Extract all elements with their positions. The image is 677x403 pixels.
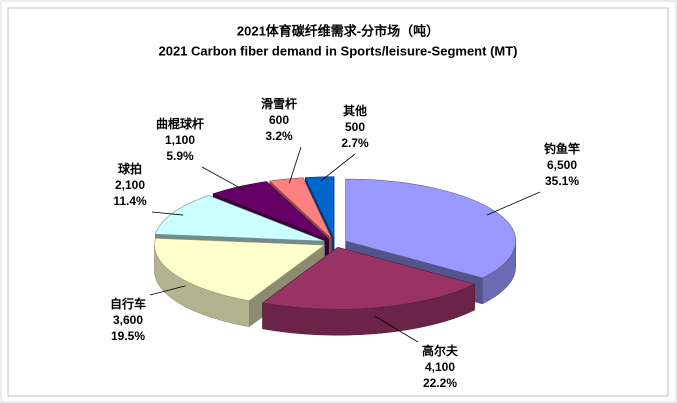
chart-frame bbox=[7, 7, 669, 397]
leader-line bbox=[151, 211, 184, 216]
percent-label: 22.2% bbox=[423, 376, 457, 390]
value-label: 600 bbox=[269, 113, 289, 127]
data-labels: 钓鱼竿 6,500 35.1% 高尔夫 4,100 22.2% 自行车 3,600 19.5% 球… bbox=[110, 96, 580, 390]
slice bbox=[269, 177, 333, 240]
category-label: 高尔夫 bbox=[422, 343, 459, 358]
value-label: 6,500 bbox=[547, 158, 577, 172]
leader-line bbox=[374, 315, 419, 343]
percent-label: 11.4% bbox=[113, 194, 147, 208]
slice bbox=[345, 178, 517, 279]
category-label: 自行车 bbox=[110, 296, 146, 311]
percent-label: 35.1% bbox=[545, 174, 579, 188]
value-label: 4,100 bbox=[425, 360, 455, 374]
value-label: 2,100 bbox=[115, 178, 145, 192]
slice bbox=[154, 195, 325, 242]
slice bbox=[261, 246, 476, 310]
leader-line bbox=[149, 285, 186, 296]
pie-tops bbox=[154, 176, 517, 310]
percent-label: 3.2% bbox=[265, 129, 293, 143]
percent-label: 2.7% bbox=[341, 136, 369, 150]
value-label: 3,600 bbox=[113, 313, 143, 327]
chart-subtitle: 2021 Carbon fiber demand in Sports/leisu… bbox=[158, 43, 517, 58]
category-label: 钓鱼竿 bbox=[544, 141, 580, 156]
leader-line bbox=[320, 153, 356, 182]
leader-line bbox=[201, 166, 245, 191]
category-label: 其他 bbox=[343, 103, 367, 118]
category-label: 滑雪杆 bbox=[261, 96, 297, 111]
slice bbox=[154, 237, 326, 302]
percent-label: 19.5% bbox=[111, 329, 145, 343]
category-label: 曲棍球杆 bbox=[156, 116, 204, 131]
percent-label: 5.9% bbox=[166, 149, 194, 163]
slice bbox=[304, 176, 335, 239]
leader-line bbox=[486, 191, 541, 216]
value-label: 500 bbox=[345, 120, 365, 134]
chart-title: 2021体育碳纤维需求-分市场（吨） bbox=[237, 23, 439, 38]
value-label: 1,100 bbox=[165, 133, 195, 147]
leader-line bbox=[288, 146, 302, 184]
category-label: 球拍 bbox=[118, 161, 142, 176]
